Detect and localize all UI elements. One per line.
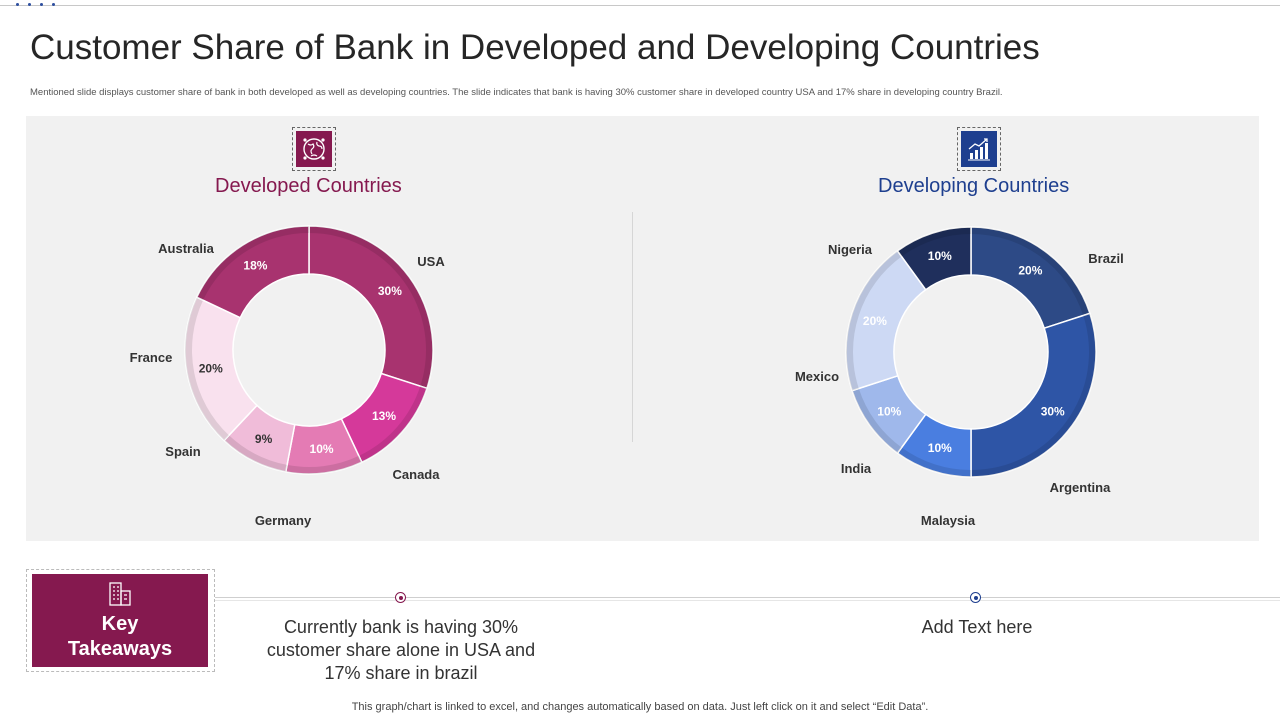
takeaway-text-2: Add Text here [921,617,1033,637]
value-label-brazil: 20% [1018,263,1042,277]
slice-rim-spain [224,435,288,472]
developing-icon-frame [957,127,1001,171]
slice-rim-india [852,388,902,454]
slice-rim-australia [196,226,309,301]
slice-usa[interactable] [308,225,434,390]
value-label-australia: 18% [243,259,267,273]
developed-donut: 30% USA 13% Canada 10% Germany 9% Spain 20% Franc… [130,225,445,528]
developing-donut: 20% Brazil 30% Argentina 10% Malaysia 10% India… [795,226,1124,528]
takeaway-text-1: Currently bank is having 30% customer sh… [266,617,536,683]
panel-divider [632,212,633,442]
category-label-mexico: Mexico [795,369,839,384]
value-label-germany: 10% [310,442,334,456]
slice-rim-brazil [971,227,1090,316]
value-label-india: 10% [877,404,901,418]
value-label-mexico: 20% [863,314,887,328]
value-label-usa: 30% [378,284,402,298]
page-title: Customer Share of Bank in Developed and … [30,28,1040,67]
slice-rim-malaysia [897,447,971,477]
key-takeaways-label: Key Takeaways [67,613,173,660]
slice-argentina[interactable] [970,312,1097,478]
developed-chart-title: Developed Countries [215,175,402,197]
page-subtitle: Mentioned slide displays customer share … [30,87,1003,98]
category-label-canada: Canada [393,467,441,482]
globe-icon [296,131,332,167]
top-rule [0,5,1280,6]
category-label-usa: USA [417,254,445,269]
category-label-argentina: Argentina [1050,480,1111,495]
category-label-australia: Australia [158,241,214,256]
timeline-line [215,597,1280,598]
key-takeaways-box: Key Takeaways [32,574,208,667]
value-label-argentina: 30% [1041,404,1065,418]
value-label-nigeria: 10% [928,249,952,263]
timeline-node-1 [395,592,406,603]
category-label-france: France [130,350,173,365]
slice-rim-france [185,297,229,441]
slice-rim-germany [285,455,362,474]
value-label-canada: 13% [372,409,396,423]
developed-icon-frame [292,127,336,171]
growth-chart-icon [961,131,997,167]
slice-australia[interactable] [195,225,310,319]
slice-nigeria[interactable] [896,226,972,291]
slice-rim-nigeria [897,227,971,257]
category-label-germany: Germany [255,513,312,528]
slice-rim-canada [358,386,427,463]
category-label-india: India [841,461,872,476]
slice-rim-mexico [846,250,902,391]
buildings-icon [109,582,131,606]
category-label-brazil: Brazil [1088,251,1123,266]
developing-chart-title: Developing Countries [878,175,1070,197]
key-takeaways-frame [26,569,215,672]
value-label-france: 20% [199,362,223,376]
timeline-node-2 [970,592,981,603]
value-label-spain: 9% [255,432,273,446]
footer-note: This graph/chart is linked to excel, and… [351,701,929,713]
category-label-nigeria: Nigeria [828,242,873,257]
timeline-line-shadow [215,600,1280,601]
value-label-malaysia: 10% [928,441,952,455]
decorative-dots [16,3,55,6]
category-label-malaysia: Malaysia [921,513,976,528]
category-label-spain: Spain [165,444,200,459]
